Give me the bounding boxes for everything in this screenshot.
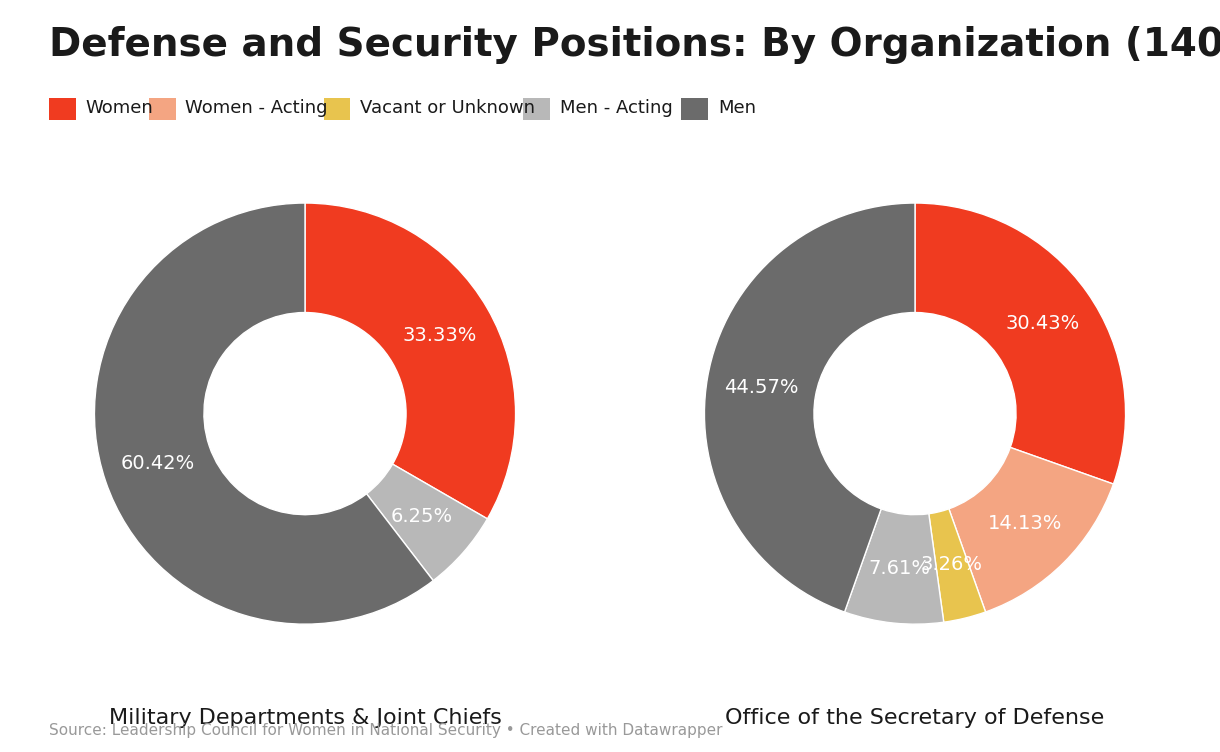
Text: Military Departments & Joint Chiefs: Military Departments & Joint Chiefs [109,708,501,729]
Text: Women - Acting: Women - Acting [185,99,328,117]
Text: 30.43%: 30.43% [1005,314,1080,333]
Wedge shape [94,203,433,624]
Wedge shape [704,203,915,612]
Wedge shape [305,203,516,519]
Wedge shape [949,447,1114,612]
Text: 7.61%: 7.61% [869,559,930,578]
Text: 44.57%: 44.57% [725,378,799,396]
Text: 3.26%: 3.26% [921,556,983,575]
Text: Source: Leadership Council for Women in National Security • Created with Datawra: Source: Leadership Council for Women in … [49,723,722,738]
Text: Office of the Secretary of Defense: Office of the Secretary of Defense [726,708,1104,729]
Text: 33.33%: 33.33% [403,326,477,345]
Wedge shape [366,464,487,581]
Text: 6.25%: 6.25% [392,507,454,526]
Text: 60.42%: 60.42% [121,454,194,473]
Wedge shape [844,509,944,624]
Text: Vacant or Unknown: Vacant or Unknown [360,99,536,117]
Text: Men: Men [717,99,756,117]
Text: Men - Acting: Men - Acting [560,99,672,117]
Wedge shape [915,203,1126,484]
Wedge shape [928,509,986,622]
Text: Defense and Security Positions: By Organization (140): Defense and Security Positions: By Organ… [49,26,1220,65]
Text: Women: Women [85,99,154,117]
Text: 14.13%: 14.13% [988,514,1063,533]
